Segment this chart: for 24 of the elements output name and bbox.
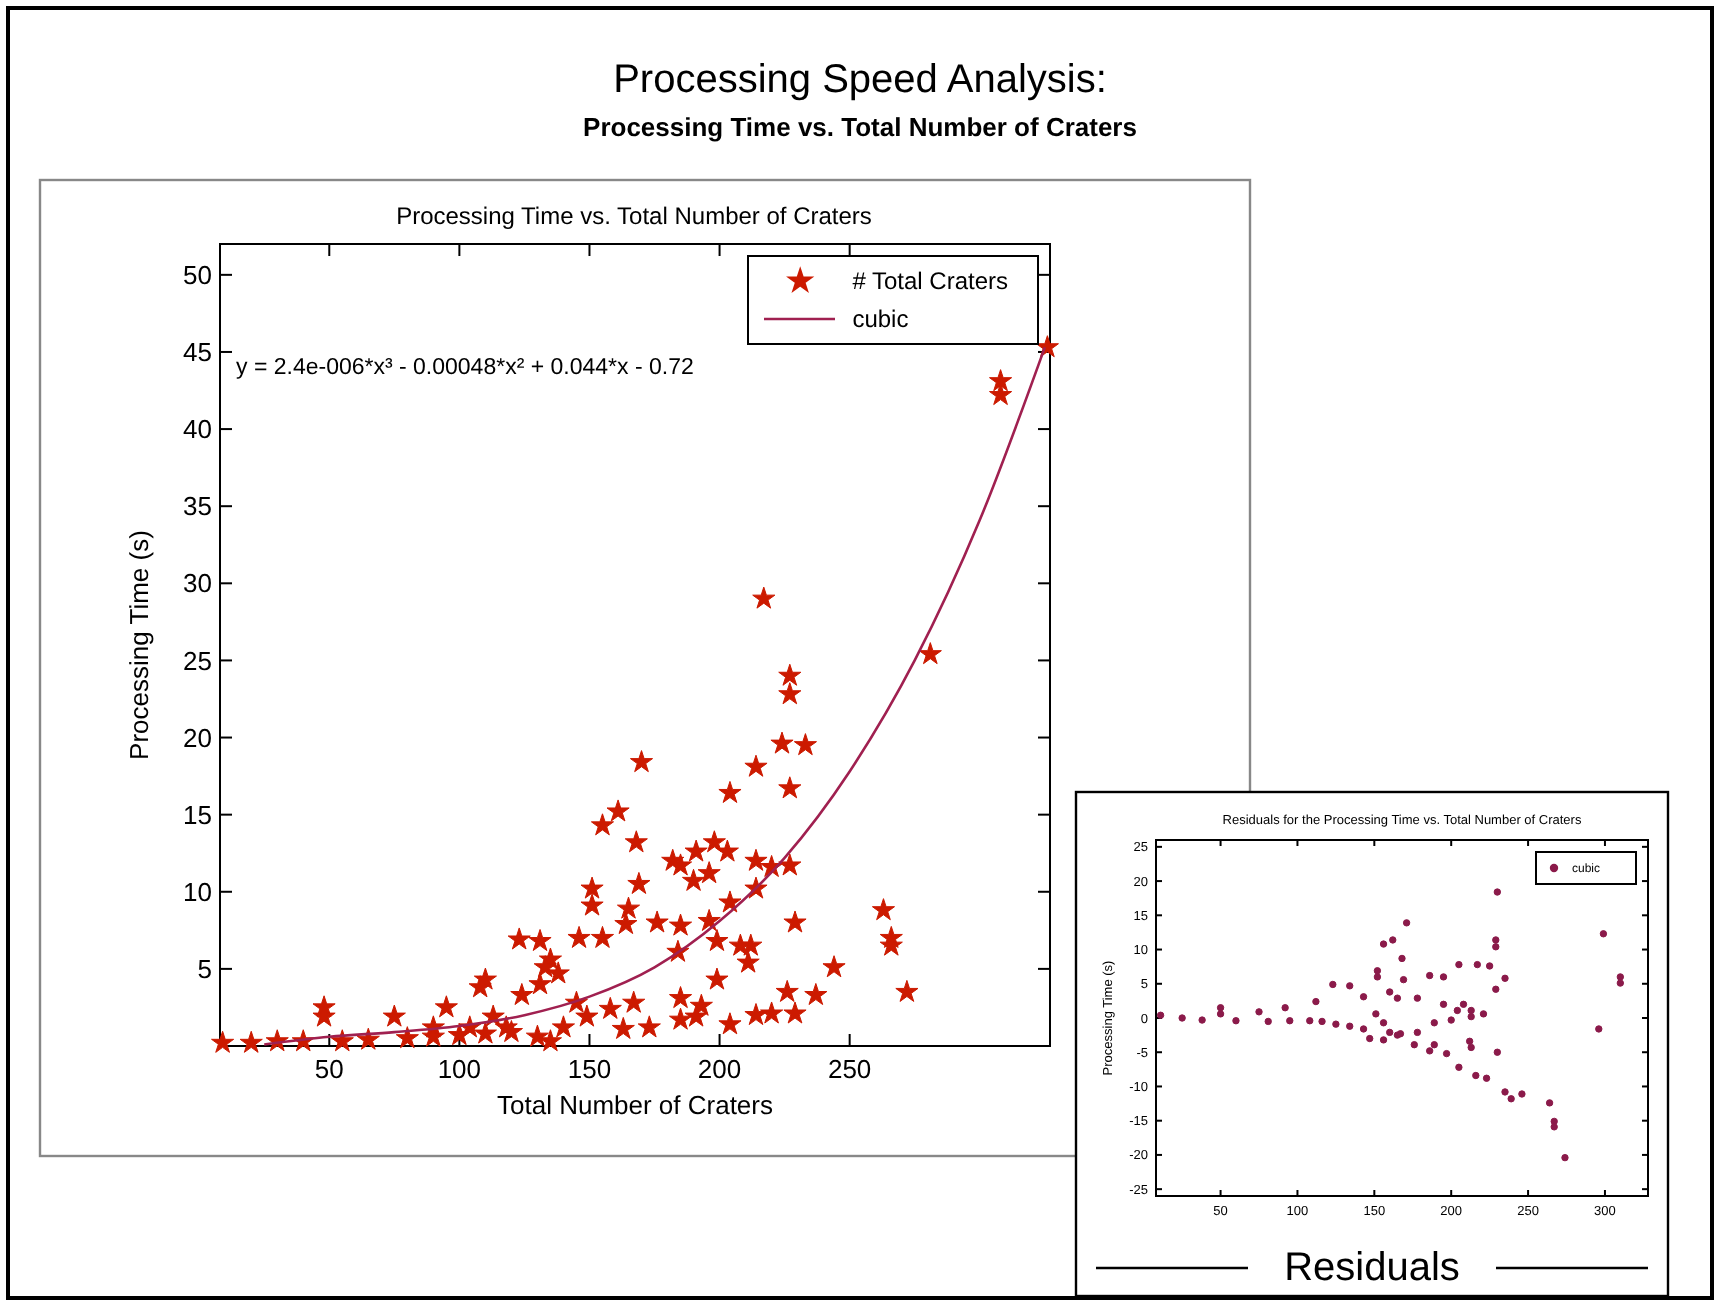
y-tick-label: 45 [183, 337, 212, 368]
y-axis-title: Processing Time (s) [124, 530, 154, 760]
text: Residuals [1284, 1246, 1460, 1290]
x-tick-label: 250 [827, 1054, 872, 1084]
x-tick-label: 50 [314, 1054, 344, 1084]
x-tick-label: 150 [567, 1054, 612, 1084]
y-tick-label: 10 [183, 876, 212, 907]
y-tick-label: 5 [197, 953, 212, 984]
y-tick-label: 35 [183, 491, 212, 522]
text: Processing Time vs. Total Number of Craters [396, 202, 872, 230]
chart-title: Processing Speed Analysis: [613, 58, 1107, 102]
x-tick-label: 200 [697, 1054, 742, 1084]
y-tick-label: 25 [183, 645, 212, 676]
y-tick-label: 20 [183, 722, 212, 753]
annotation: y = 2.4e-006*x³ - 0.00048*x² + 0.044*x - 0.72 [236, 356, 694, 380]
x-tick-label: 100 [437, 1054, 482, 1084]
legend-label: cubic [852, 305, 909, 334]
legend-label: # Total Craters [852, 267, 1009, 296]
y-tick-label: 50 [183, 259, 212, 290]
x-axis-title: Total Number of Craters [497, 1090, 774, 1120]
y-tick-label: 30 [183, 568, 212, 599]
chart-subtitle: Processing Time vs. Total Number of Craters [583, 112, 1137, 142]
y-tick-label: 40 [183, 414, 212, 445]
y-tick-label: 15 [183, 799, 212, 830]
